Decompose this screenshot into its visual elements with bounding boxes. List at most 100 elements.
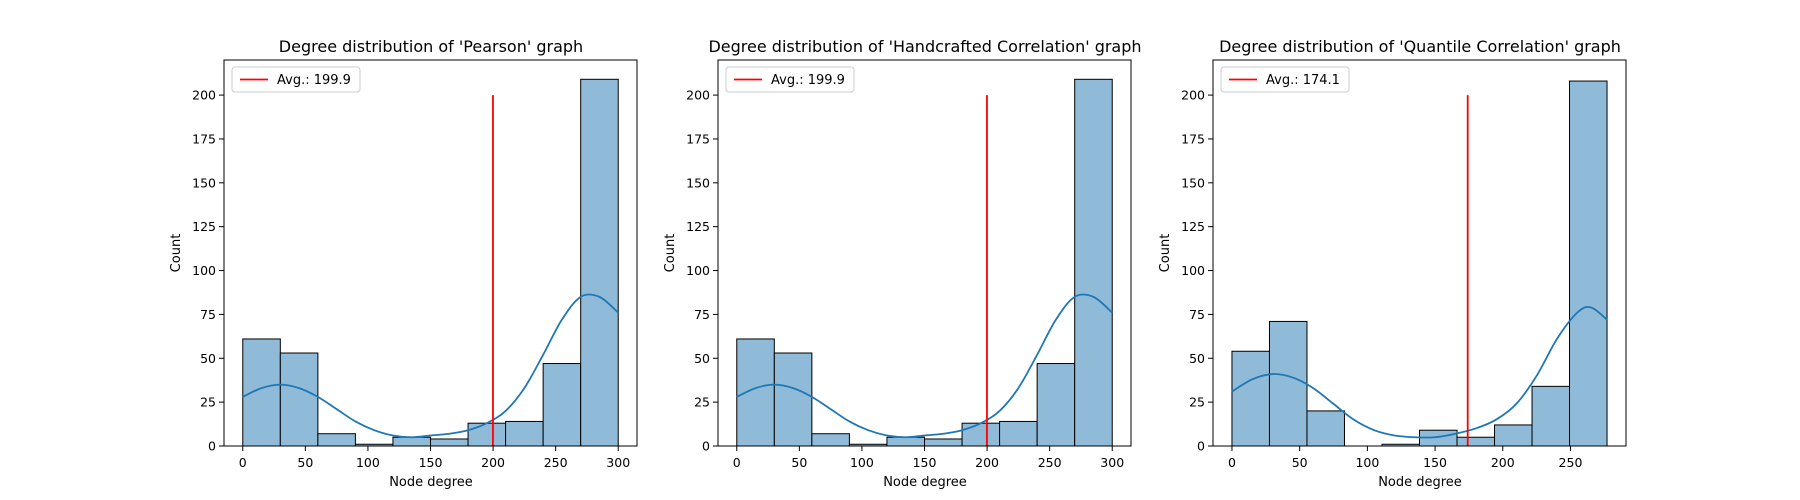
handcrafted-correlation-chart: Degree distribution of 'Handcrafted Corr… xyxy=(663,37,1142,490)
histogram-bar xyxy=(430,438,469,447)
y-tick-label: 50 xyxy=(200,351,216,366)
x-tick-label: 50 xyxy=(297,455,313,470)
histogram-bar xyxy=(1456,436,1496,447)
legend-label: Avg.: 199.9 xyxy=(277,73,351,88)
histogram-bar xyxy=(317,433,356,447)
x-tick-label: 150 xyxy=(913,455,937,470)
x-tick-label: 50 xyxy=(791,455,807,470)
y-tick-label: 100 xyxy=(192,263,216,278)
histogram-bar xyxy=(1074,78,1113,447)
x-tick-label: 100 xyxy=(1355,455,1379,470)
y-axis-label: Count xyxy=(169,234,184,273)
x-axis-label: Node degree xyxy=(389,475,473,490)
legend: Avg.: 199.9 xyxy=(725,66,855,93)
x-tick-label: 250 xyxy=(1038,455,1062,470)
kde-curve xyxy=(1231,306,1608,439)
x-axis-ticks: 0 50 100 150 200 250 300 xyxy=(239,446,630,470)
y-tick-label: 75 xyxy=(200,307,216,322)
histogram-bar xyxy=(242,338,281,447)
y-tick-label: 125 xyxy=(1181,219,1205,234)
y-tick-label: 200 xyxy=(686,88,710,103)
y-tick-label: 25 xyxy=(200,395,216,410)
histogram-bar xyxy=(1036,363,1076,447)
y-tick-label: 200 xyxy=(192,88,216,103)
histogram-bar xyxy=(811,433,850,447)
x-tick-label: 50 xyxy=(1292,455,1308,470)
histogram-bar xyxy=(467,422,507,447)
x-tick-label: 250 xyxy=(544,455,568,470)
histogram-bar xyxy=(1494,424,1533,447)
y-tick-label: 200 xyxy=(1181,88,1205,103)
chart-title: Degree distribution of 'Handcrafted Corr… xyxy=(708,37,1141,56)
y-tick-label: 50 xyxy=(694,351,710,366)
histogram-bar xyxy=(1306,410,1345,447)
pearson-chart: Degree distribution of 'Pearson' graph N… xyxy=(169,37,638,490)
kde-curve xyxy=(242,293,619,439)
x-tick-label: 0 xyxy=(1228,455,1236,470)
histogram-bars xyxy=(1231,80,1608,447)
legend-box xyxy=(725,66,855,93)
histogram-bar xyxy=(886,436,926,447)
y-tick-label: 125 xyxy=(192,219,216,234)
histogram-bar xyxy=(542,363,582,447)
quantile-correlation-chart: Degree distribution of 'Quantile Correla… xyxy=(1158,37,1627,490)
y-tick-label: 0 xyxy=(208,439,216,454)
histogram-bar xyxy=(1268,320,1308,447)
histogram-bar xyxy=(736,338,775,447)
y-tick-label: 50 xyxy=(1189,351,1205,366)
legend-box xyxy=(231,66,361,93)
histogram-bar xyxy=(580,78,619,447)
legend-label: Avg.: 174.1 xyxy=(1266,73,1340,88)
x-axis-label: Node degree xyxy=(883,475,967,490)
histogram-bar xyxy=(773,352,813,447)
legend-box xyxy=(1220,66,1350,93)
y-tick-label: 150 xyxy=(192,175,216,190)
y-axis-label: Count xyxy=(663,234,678,273)
y-axis-ticks: 0 25 50 75 100 125 150 175 200 xyxy=(1181,88,1213,454)
histogram-bar xyxy=(392,436,432,447)
y-tick-label: 175 xyxy=(1181,131,1205,146)
x-tick-label: 200 xyxy=(975,455,999,470)
histogram-bar xyxy=(961,422,1001,447)
y-tick-label: 25 xyxy=(694,395,710,410)
x-tick-label: 150 xyxy=(1423,455,1447,470)
y-axis-label: Count xyxy=(1158,234,1173,273)
y-tick-label: 75 xyxy=(1189,307,1205,322)
x-tick-label: 200 xyxy=(1491,455,1515,470)
x-axis-label: Node degree xyxy=(1378,475,1462,490)
x-tick-label: 200 xyxy=(481,455,505,470)
histogram-bar xyxy=(279,352,319,447)
x-axis-ticks: 0 50 100 150 200 250 xyxy=(1228,446,1582,470)
histogram-bar xyxy=(999,420,1038,447)
y-tick-label: 100 xyxy=(1181,263,1205,278)
kde-curve xyxy=(736,293,1113,439)
y-tick-label: 100 xyxy=(686,263,710,278)
y-tick-label: 125 xyxy=(686,219,710,234)
y-tick-label: 150 xyxy=(686,175,710,190)
y-tick-label: 0 xyxy=(1197,439,1205,454)
histogram-bar xyxy=(1569,80,1608,447)
legend-label: Avg.: 199.9 xyxy=(771,73,845,88)
histogram-bar xyxy=(505,420,544,447)
x-tick-label: 100 xyxy=(356,455,380,470)
x-tick-label: 300 xyxy=(1100,455,1124,470)
legend: Avg.: 199.9 xyxy=(231,66,361,93)
axes-frame xyxy=(1212,59,1627,447)
y-tick-label: 175 xyxy=(686,131,710,146)
x-tick-label: 0 xyxy=(239,455,247,470)
histogram-bar xyxy=(1231,350,1270,447)
x-tick-label: 150 xyxy=(419,455,443,470)
y-tick-label: 25 xyxy=(1189,395,1205,410)
legend: Avg.: 174.1 xyxy=(1220,66,1350,93)
y-axis-ticks: 0 25 50 75 100 125 150 175 200 xyxy=(686,88,718,454)
y-tick-label: 150 xyxy=(1181,175,1205,190)
y-axis-ticks: 0 25 50 75 100 125 150 175 200 xyxy=(192,88,224,454)
y-tick-label: 175 xyxy=(192,131,216,146)
x-tick-label: 300 xyxy=(606,455,630,470)
chart-title: Degree distribution of 'Quantile Correla… xyxy=(1219,37,1621,56)
histogram-bar xyxy=(924,438,963,447)
histogram-bar xyxy=(1531,385,1571,447)
x-tick-label: 0 xyxy=(733,455,741,470)
x-tick-label: 250 xyxy=(1559,455,1583,470)
